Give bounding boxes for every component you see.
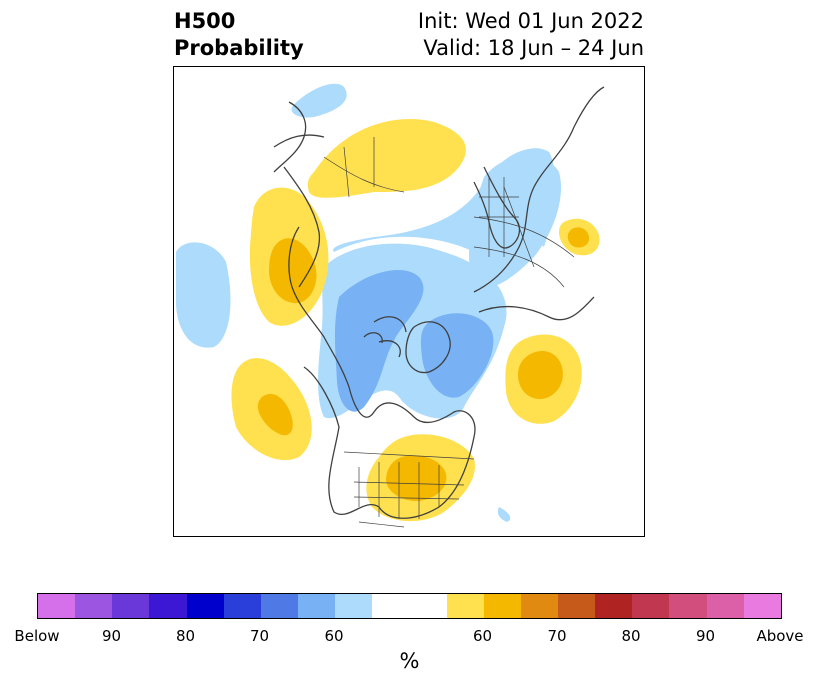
below70-arctic-canada [334,269,424,412]
above70-east-pacific [257,393,293,436]
below-anomaly-alaska [291,83,347,118]
tick-above-80: 80 [621,627,641,645]
below-70-regions [334,269,494,412]
colorbar-segment [112,594,150,618]
valid-range: Valid: 18 Jun – 24 Jun [423,36,644,60]
colorbar-segment [372,594,447,618]
below70-siberia [420,313,494,398]
init-date: Init: Wed 01 Jun 2022 [417,9,644,33]
tick-above-70: 70 [547,627,567,645]
chart-title: H500 Probability [174,8,304,62]
title-type: Probability [174,36,304,60]
tick-below-90: 90 [101,627,122,645]
map-canvas [176,83,605,528]
colorbar-segment [632,594,670,618]
tick-below-80: 80 [175,627,196,645]
coastline-asia-east [273,134,325,288]
coastline-eurasia [473,86,605,321]
border-mexico [358,521,405,528]
colorbar-unit: % [399,649,420,673]
borders [323,137,575,528]
tick-above: Above [756,627,804,645]
coastlines [273,86,605,519]
tick-below-60: 60 [324,627,344,645]
tick-below: Below [14,627,60,645]
colorbar-segment [743,594,781,618]
colorbar-segment [520,594,558,618]
chart-dates: Init: Wed 01 Jun 2022 Valid: 18 Jun – 24… [418,8,644,62]
coastline-north-america [288,226,476,519]
colorbar-segment [335,594,373,618]
border-us-states [353,462,465,519]
tick-above-60: 60 [472,627,493,645]
colorbar-segment [149,594,187,618]
colorbar-segment [483,594,521,618]
below-anomaly-pacific [176,242,231,348]
tick-below-70: 70 [249,627,270,645]
coastline-greenland [405,321,451,374]
above70-atlantic [518,351,563,400]
above70-russia [567,227,590,248]
colorbar-segment [223,594,261,618]
below-anomaly-europe [469,155,562,288]
colorbar-segment [38,594,76,618]
border-china [323,137,405,198]
colorbar-segment [595,594,633,618]
coastline-europe [473,166,521,249]
coastline-alaska [273,101,307,173]
above70-united-states [386,455,447,502]
colorbar-segment [669,594,707,618]
colorbar-segment [446,594,484,618]
polar-map [173,66,645,537]
border-canada-us [343,451,475,460]
colorbar-segment [706,594,744,618]
coastline-canadian-archipelago [363,316,407,358]
colorbar-segment [186,594,224,618]
title-variable: H500 [174,9,236,33]
border-russia [473,186,575,288]
above70-north-pacific [269,238,317,304]
above-70-regions [257,227,590,502]
colorbar-segment [297,594,336,618]
above-anomaly-central-asia [307,119,466,198]
colorbar-tick-labels: Below 90 80 70 60 60 70 80 90 Above [0,627,819,647]
border-europe-grid [479,177,519,257]
colorbar-segment [260,594,298,618]
below-anomaly-east-coast [497,507,511,522]
colorbar-segment [557,594,596,618]
tick-above-90: 90 [695,627,716,645]
colorbar [37,593,782,619]
colorbar-segment [75,594,113,618]
